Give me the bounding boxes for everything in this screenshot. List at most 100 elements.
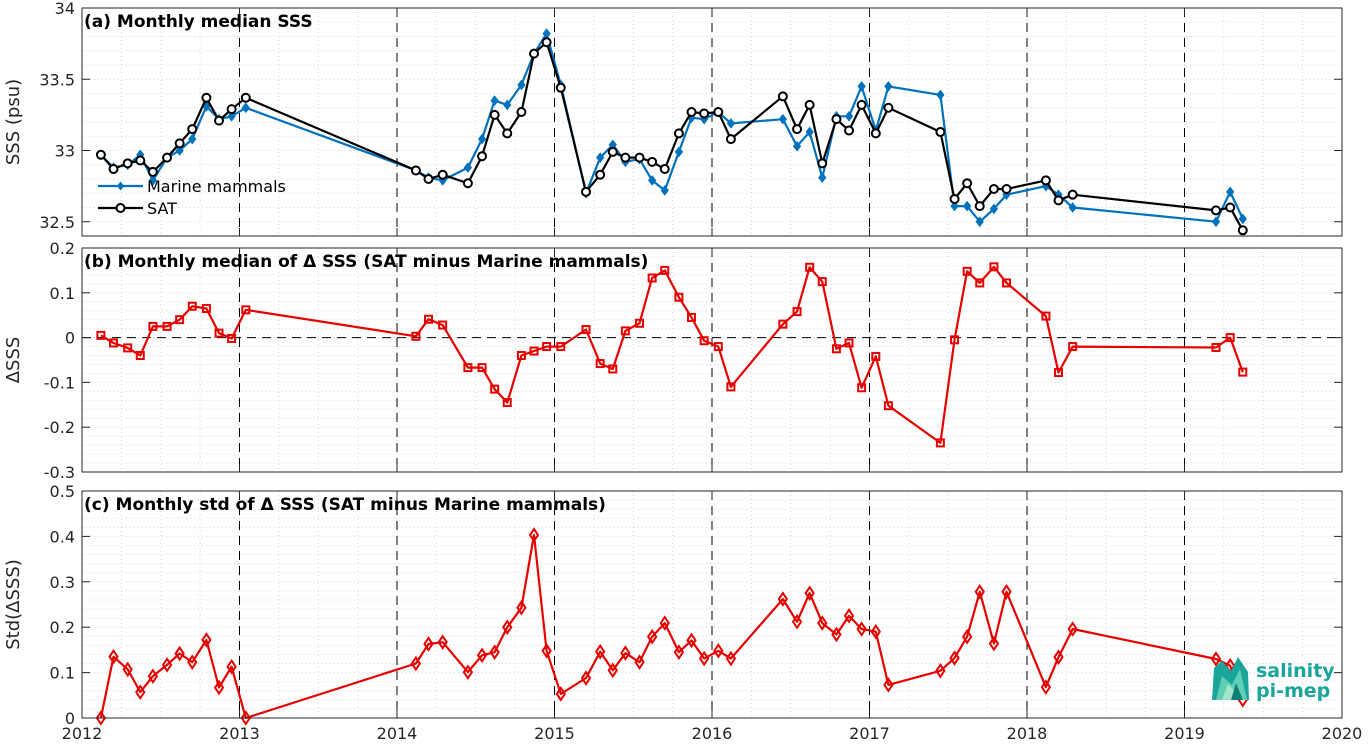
ytick-label: 0.3 xyxy=(50,573,75,592)
data-point xyxy=(1225,202,1236,213)
xtick-label: 2012 xyxy=(62,724,103,743)
data-point xyxy=(647,156,658,167)
data-point xyxy=(989,262,999,272)
ytick-label: 0.2 xyxy=(50,618,75,637)
data-point xyxy=(96,330,106,340)
data-point xyxy=(949,193,960,204)
data-point xyxy=(713,643,724,659)
data-point xyxy=(147,668,159,685)
data-point xyxy=(1225,333,1235,343)
data-point xyxy=(686,632,697,649)
data-point xyxy=(174,645,185,662)
ytick-label: -0.1 xyxy=(44,373,75,392)
series-0 xyxy=(96,262,1248,448)
data-point xyxy=(777,591,789,607)
data-point xyxy=(817,615,828,631)
series-line xyxy=(100,265,1244,444)
data-point xyxy=(490,384,500,394)
data-point xyxy=(674,292,684,302)
data-point xyxy=(227,110,236,122)
data-point xyxy=(831,626,842,643)
data-point xyxy=(556,342,566,352)
data-point xyxy=(989,203,999,215)
data-point xyxy=(725,134,736,145)
data-point xyxy=(804,99,815,110)
data-point xyxy=(659,615,670,631)
ytick-label: 0 xyxy=(65,329,75,348)
data-point xyxy=(1002,278,1012,288)
data-point xyxy=(516,107,527,118)
data-point xyxy=(240,92,251,103)
data-point xyxy=(1211,342,1221,352)
data-point xyxy=(726,382,736,392)
data-point xyxy=(950,200,959,212)
data-point xyxy=(1001,183,1012,194)
y-axis-label: SSS (psu) xyxy=(3,79,24,165)
data-point xyxy=(502,619,513,636)
data-point xyxy=(843,608,855,624)
data-point xyxy=(884,81,893,92)
data-point xyxy=(792,140,802,152)
data-point xyxy=(214,328,224,338)
data-point xyxy=(95,710,107,726)
data-point xyxy=(660,185,669,196)
data-point xyxy=(241,102,250,114)
data-point xyxy=(857,81,866,92)
data-point xyxy=(883,401,893,411)
legend-item-1: SAT xyxy=(98,199,177,218)
data-point xyxy=(950,335,960,345)
data-point xyxy=(529,48,540,59)
data-point xyxy=(1226,186,1235,198)
data-point xyxy=(161,657,173,673)
data-point xyxy=(870,128,881,139)
data-point xyxy=(462,664,474,680)
data-point xyxy=(580,670,592,686)
data-point xyxy=(1001,583,1012,600)
data-point xyxy=(620,326,630,336)
data-point xyxy=(726,118,736,129)
data-point xyxy=(95,149,106,160)
data-point xyxy=(123,343,133,353)
ytick-label: 33 xyxy=(55,142,75,161)
data-point xyxy=(175,315,185,325)
data-point xyxy=(476,647,488,664)
data-point xyxy=(581,325,591,335)
data-point xyxy=(725,650,737,667)
data-point xyxy=(778,113,788,125)
data-point xyxy=(1238,213,1247,225)
data-point xyxy=(517,79,526,91)
data-point xyxy=(596,152,605,163)
data-point xyxy=(489,644,500,660)
data-point xyxy=(963,200,972,212)
data-point xyxy=(975,278,985,288)
data-point xyxy=(935,438,945,448)
pimep-logo: salinity pi-mep xyxy=(1212,657,1335,702)
data-point xyxy=(699,108,710,119)
data-point xyxy=(831,344,841,354)
data-point xyxy=(804,585,815,601)
data-point xyxy=(188,133,197,145)
data-point xyxy=(817,277,827,287)
data-point xyxy=(226,658,237,675)
data-point xyxy=(462,178,473,189)
data-point xyxy=(777,91,788,102)
data-point xyxy=(555,686,567,702)
data-point xyxy=(410,655,422,672)
data-point xyxy=(463,162,473,173)
ytick-label: 0.1 xyxy=(50,284,75,303)
panel-c-std-delta-sss: 0 0.1 0.2 0.3 0.4 0.5 2012 2013 2014 2015 2016 2017… xyxy=(3,482,1362,743)
data-point xyxy=(187,301,197,311)
data-point xyxy=(608,364,618,374)
data-point xyxy=(792,307,802,317)
data-point xyxy=(883,102,894,113)
data-point xyxy=(423,174,434,184)
data-point xyxy=(620,645,631,661)
data-point xyxy=(135,684,146,700)
data-point xyxy=(594,643,606,660)
data-point xyxy=(541,37,552,48)
data-point xyxy=(856,621,867,637)
data-point xyxy=(437,169,448,180)
data-point xyxy=(646,628,658,645)
data-point xyxy=(935,662,946,679)
data-point xyxy=(148,321,158,331)
